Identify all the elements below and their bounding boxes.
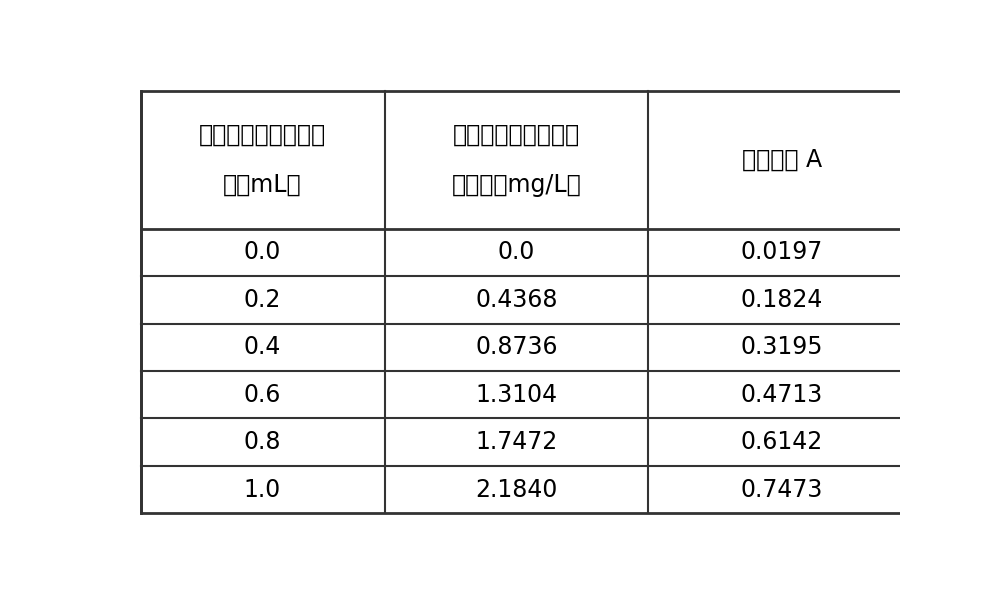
Text: 0.0: 0.0 [498, 240, 535, 264]
Text: 0.0: 0.0 [244, 240, 281, 264]
Text: 二氧化硅标准溶液体: 二氧化硅标准溶液体 [199, 123, 326, 147]
Text: 0.0197: 0.0197 [741, 240, 823, 264]
Text: 1.3104: 1.3104 [475, 383, 557, 407]
Text: 0.8736: 0.8736 [475, 335, 558, 359]
Text: 二氧化硅标准曲线溶: 二氧化硅标准曲线溶 [453, 123, 580, 147]
Text: 0.4368: 0.4368 [475, 288, 558, 312]
Text: 0.4713: 0.4713 [741, 383, 823, 407]
Text: 0.7473: 0.7473 [741, 478, 823, 502]
Text: 液浓度（mg/L）: 液浓度（mg/L） [452, 173, 581, 197]
Text: 0.6: 0.6 [244, 383, 281, 407]
Text: 0.8: 0.8 [244, 430, 281, 454]
Text: 0.1824: 0.1824 [741, 288, 823, 312]
Text: 1.0: 1.0 [244, 478, 281, 502]
Text: 2.1840: 2.1840 [475, 478, 558, 502]
Text: 0.6142: 0.6142 [741, 430, 823, 454]
Text: 吸光度值 A: 吸光度值 A [742, 148, 822, 172]
Text: 1.7472: 1.7472 [475, 430, 558, 454]
Text: 积（mL）: 积（mL） [223, 173, 302, 197]
Text: 0.3195: 0.3195 [741, 335, 823, 359]
Text: 0.2: 0.2 [244, 288, 281, 312]
Text: 0.4: 0.4 [244, 335, 281, 359]
